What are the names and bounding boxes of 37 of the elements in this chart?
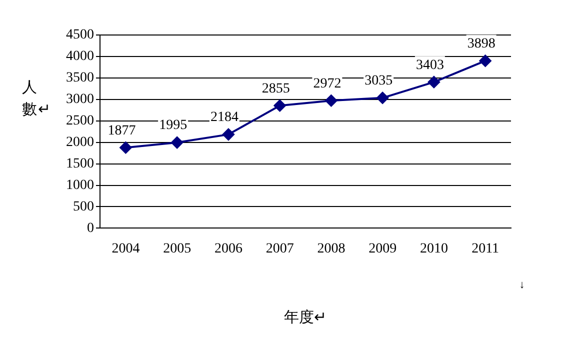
x-tick-label: 2004 — [112, 241, 140, 256]
y-tick-label: 4000 — [66, 49, 94, 64]
point — [479, 54, 492, 67]
point — [222, 128, 234, 140]
x-tick-label: 2009 — [368, 241, 397, 256]
y-tick-label: 1500 — [66, 156, 94, 172]
point — [274, 100, 286, 112]
point — [428, 76, 440, 88]
point — [171, 136, 184, 149]
data-label: 1877 — [108, 123, 136, 138]
x-tick-label: 2008 — [317, 241, 346, 256]
data-label: 1995 — [159, 118, 188, 134]
x-tick-label: 2007 — [266, 241, 294, 256]
y-tick-label: 2000 — [66, 135, 94, 150]
y-axis-title: 人數↵ — [22, 80, 51, 118]
x-tick-label: 2011 — [472, 241, 500, 256]
point — [325, 94, 338, 107]
data-label: 2972 — [313, 76, 342, 92]
y-tick-label: 3500 — [66, 70, 94, 86]
y-tick-label: 0 — [87, 220, 94, 236]
y-tick-label: 1000 — [66, 178, 94, 193]
x-tick-label: 2005 — [163, 241, 192, 256]
x-axis-title: 年度↵ — [284, 308, 327, 326]
data-label: 3403 — [416, 58, 444, 73]
data-label: 3898 — [467, 36, 496, 52]
data-label: 2855 — [262, 81, 290, 96]
y-tick-label: 3000 — [66, 92, 94, 108]
y-tick-label: 4500 — [66, 28, 94, 43]
data-label: 2184 — [210, 110, 238, 126]
y-tick-label: 500 — [73, 199, 94, 214]
y-tick-label: 2500 — [66, 114, 94, 129]
text: ↓ — [519, 278, 525, 291]
x-tick-label: 2006 — [214, 241, 242, 256]
data-label: 3035 — [364, 74, 393, 89]
point — [376, 92, 389, 104]
x-tick-label: 2010 — [420, 241, 448, 256]
point — [120, 142, 132, 154]
